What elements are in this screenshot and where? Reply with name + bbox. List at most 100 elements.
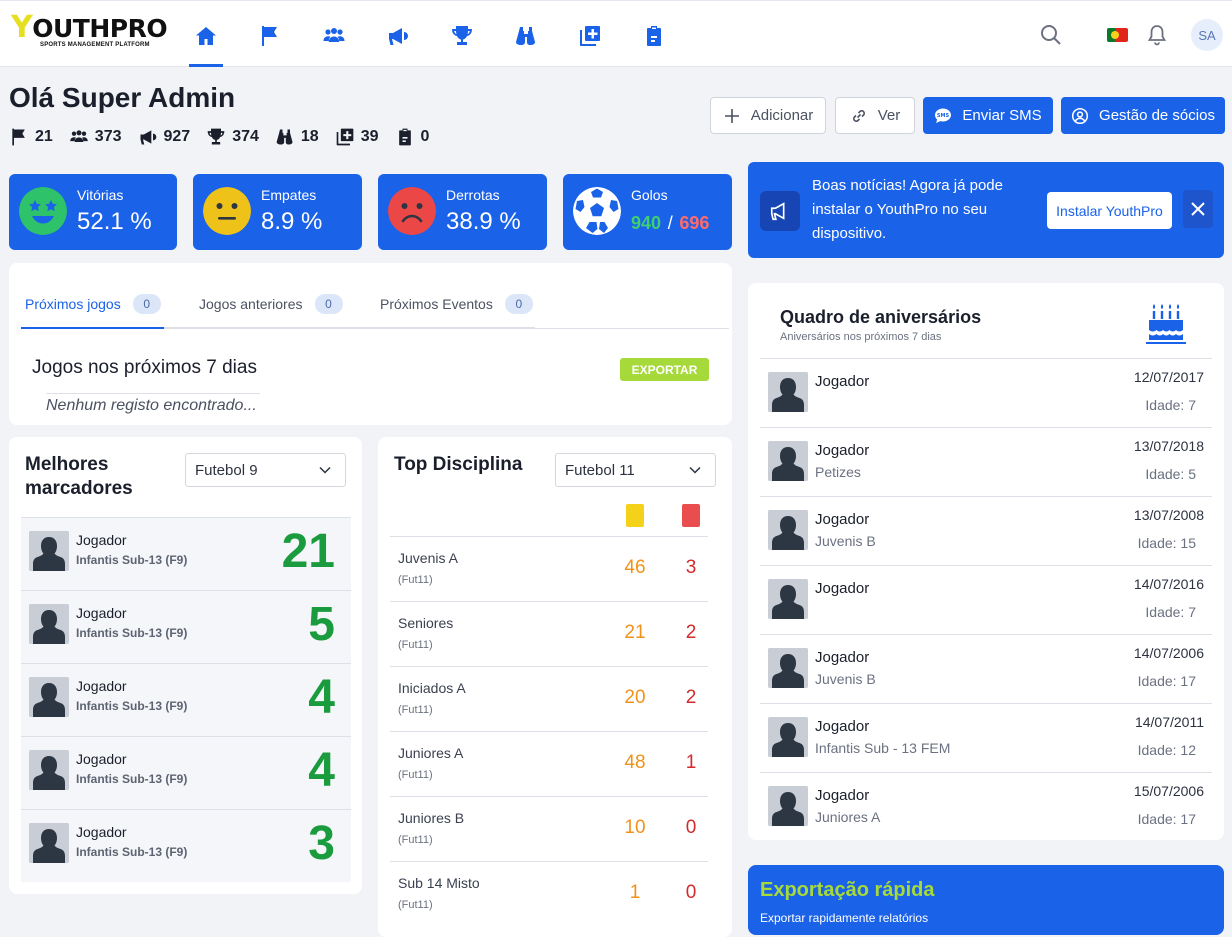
player-avatar [768,510,808,550]
bell-icon[interactable] [1145,23,1169,47]
count-badge: 0 [314,294,343,314]
trophy-icon [206,127,226,147]
flag-icon [9,127,29,147]
losses-label: Derrotas [446,187,500,203]
link-icon [852,109,865,122]
scorer-row[interactable]: Jogador Infantis Sub-13 (F9) 21 [21,517,351,590]
close-icon [1191,202,1205,216]
sms-icon: SMS [935,108,952,123]
stat-teams: 21 [9,127,53,147]
birthdays-card: Quadro de aniversários Aniversários nos … [748,283,1224,840]
banner-text: Boas notícias! Agora já pode instalar o … [812,177,1003,242]
tab-upcoming-events[interactable]: Próximos Eventos 0 [350,281,535,329]
birthday-row[interactable]: Jogador Juvenis B 14/07/2006 Idade: 17 [760,634,1212,703]
scorer-row[interactable]: Jogador Infantis Sub-13 (F9) 4 [21,736,351,809]
discipline-row[interactable]: Juniores A (Fut11) 48 1 [390,731,708,796]
megaphone-icon[interactable] [384,23,412,49]
player-avatar [768,372,808,412]
summary-stats: 21 373 927 374 18 39 0 [9,127,445,147]
player-avatar [768,579,808,619]
goal-count: 4 [308,671,335,724]
yellow-card-icon [626,504,644,527]
stat-announcements: 927 [138,127,190,147]
top-discipline-title: Top Disciplina [394,454,523,475]
clipboard-icon[interactable] [640,23,668,49]
nav-active-indicator [189,64,223,67]
svg-text:SMS: SMS [937,113,950,119]
top-discipline-card: Top Disciplina Futebol 11 Juvenis A (Fut1… [378,437,732,937]
birthdays-subtitle: Aniversários nos próximos 7 dias [780,331,942,343]
megaphone-icon [760,191,800,231]
sport-select[interactable]: Futebol 11 [555,453,716,487]
export-button[interactable]: EXPORTAR [620,358,709,381]
users-icon [69,127,89,147]
plus-icon [724,108,739,123]
add-copy-icon [335,127,355,147]
birthday-row[interactable]: Jogador Juniores A 15/07/2006 Idade: 17 [760,772,1212,841]
brand-logo[interactable]: YOUTHPRO SPORTS MANAGEMENT PLATFORM [11,10,168,49]
stat-reports: 0 [395,127,429,147]
player-avatar [768,648,808,688]
empty-state-text: Nenhum registo encontrado... [46,393,260,415]
binoculars-icon [275,127,295,147]
goals-conceded: 696 [679,213,710,233]
close-banner-button[interactable] [1183,190,1213,228]
sport-select[interactable]: Futebol 9 [185,453,346,487]
scorer-row[interactable]: Jogador Infantis Sub-13 (F9) 4 [21,663,351,736]
games-card: Próximos jogos 0 Jogos anteriores 0 Próxim… [9,263,732,425]
player-avatar [29,677,69,717]
page-title: Olá Super Admin [9,82,236,113]
discipline-row[interactable]: Seniores (Fut11) 21 2 [390,601,708,666]
goal-count: 3 [308,817,335,870]
binoculars-icon[interactable] [512,23,540,49]
quick-export-subtitle: Exportar rapidamente relatórios [760,911,929,925]
goals-label: Golos [631,187,668,203]
install-app-button[interactable]: Instalar YouthPro [1047,192,1172,229]
tab-upcoming-games[interactable]: Próximos jogos 0 [21,281,164,329]
draws-card: Empates 8.9 % [193,174,362,250]
quick-export-card: Exportação rápida Exportar rapidamente r… [748,865,1224,935]
user-circle-icon [1071,107,1089,124]
megaphone-icon [138,127,158,147]
add-button[interactable]: Adicionar [710,97,826,134]
top-scorers-title: Melhores marcadores [25,454,133,499]
birthday-row[interactable]: Jogador Petizes 13/07/2018 Idade: 5 [760,427,1212,496]
count-badge: 0 [132,294,161,314]
birthday-row[interactable]: Jogador Juvenis B 13/07/2008 Idade: 15 [760,496,1212,565]
portugal-flag-icon[interactable] [1107,28,1128,42]
stat-games: 374 [206,127,259,147]
chevron-down-icon [689,466,701,474]
neutral-face-icon [203,187,251,235]
wins-value: 52.1 % [77,208,152,235]
stat-events: 39 [335,127,379,147]
player-avatar [768,717,808,757]
user-avatar[interactable]: SA [1191,19,1223,51]
flag-icon[interactable] [256,23,284,49]
home-icon[interactable] [192,23,220,49]
quick-export-title: Exportação rápida [760,879,935,901]
search-icon[interactable] [1039,23,1063,47]
tab-past-games[interactable]: Jogos anteriores 0 [164,281,350,329]
discipline-row[interactable]: Juvenis A (Fut11) 46 3 [390,536,708,601]
discipline-row[interactable]: Iniciados A (Fut11) 20 2 [390,666,708,731]
red-card-icon [682,504,700,527]
members-management-button[interactable]: Gestão de sócios [1061,97,1225,134]
games-tabs: Próximos jogos 0 Jogos anteriores 0 Próxim… [21,281,729,329]
add-copy-icon[interactable] [576,23,604,49]
birthday-row[interactable]: Jogador Infantis Sub - 13 FEM 14/07/2011 I… [760,703,1212,772]
scorer-row[interactable]: Jogador Infantis Sub-13 (F9) 5 [21,590,351,663]
star-eyes-face-icon [19,187,67,235]
birthday-row[interactable]: Jogador 12/07/2017 Idade: 7 [760,358,1212,427]
send-sms-button[interactable]: SMS Enviar SMS [923,97,1053,134]
player-avatar [768,786,808,826]
view-button[interactable]: Ver [835,97,915,134]
users-icon[interactable] [320,23,348,49]
birthday-row[interactable]: Jogador 14/07/2016 Idade: 7 [760,565,1212,634]
goals-card: Golos 940 / 696 [563,174,732,250]
trophy-icon[interactable] [448,23,476,49]
discipline-row[interactable]: Juniores B (Fut11) 10 0 [390,796,708,861]
player-avatar [29,823,69,863]
scorer-row[interactable]: Jogador Infantis Sub-13 (F9) 3 [21,809,351,882]
goal-count: 21 [281,525,335,578]
